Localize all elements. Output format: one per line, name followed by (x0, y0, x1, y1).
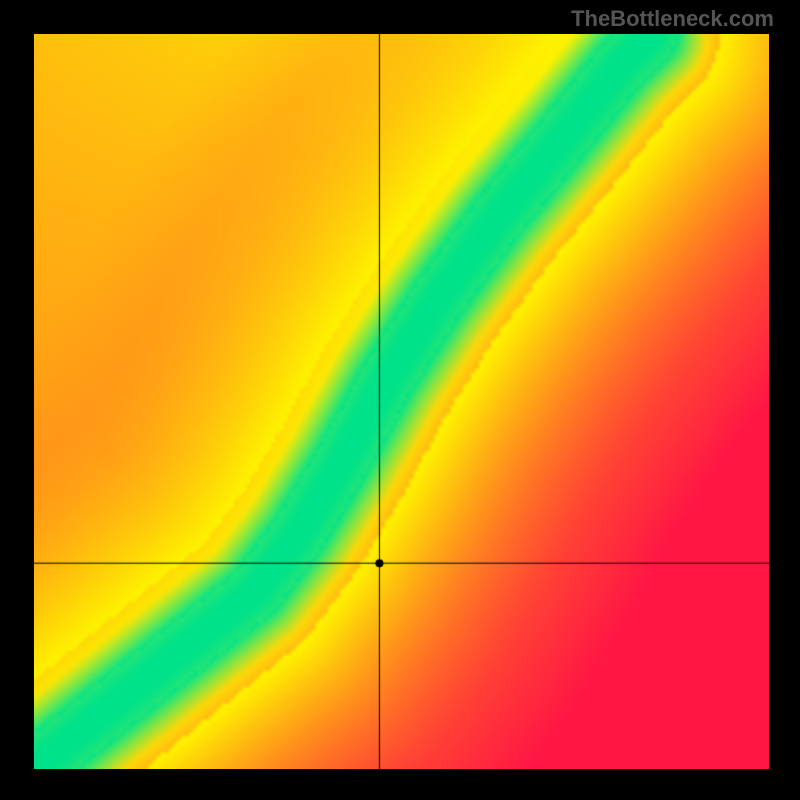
chart-container: TheBottleneck.com (0, 0, 800, 800)
watermark-text: TheBottleneck.com (571, 6, 774, 32)
bottleneck-heatmap (34, 34, 769, 769)
